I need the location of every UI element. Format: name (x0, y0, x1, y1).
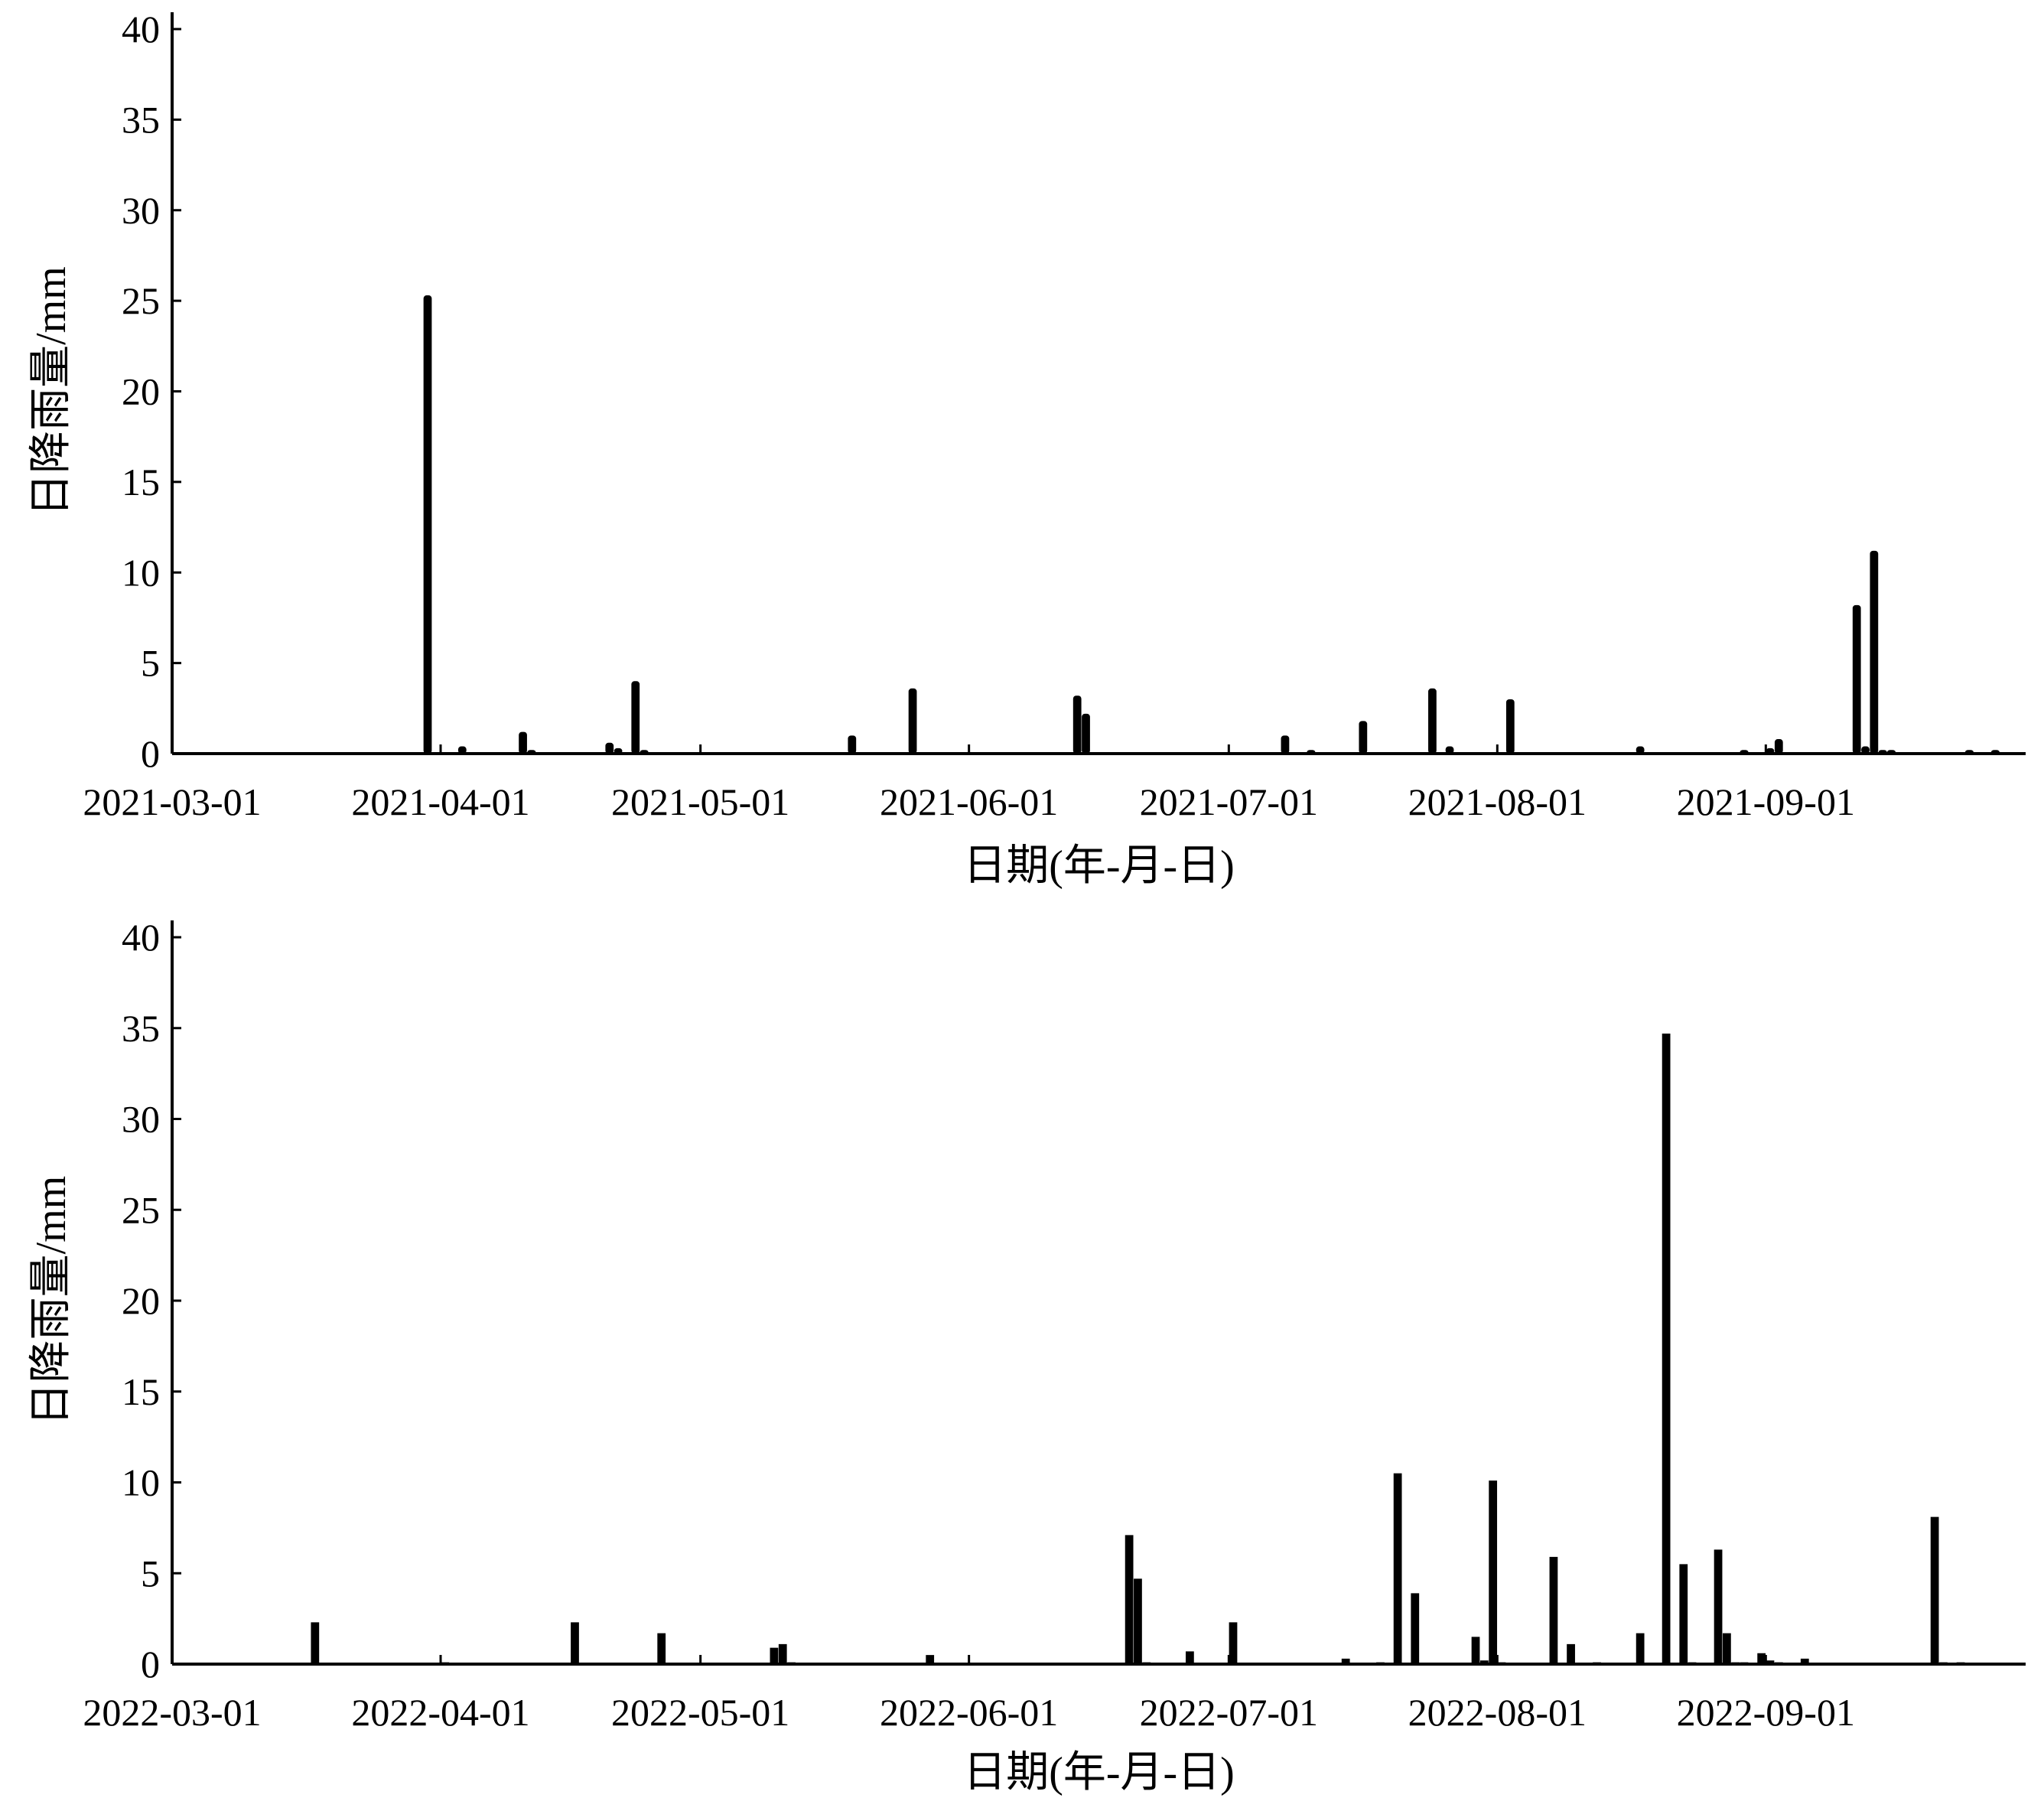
bar (1489, 1480, 1498, 1665)
bar (1861, 746, 1870, 754)
x-tick-label: 2022-06-01 (880, 1691, 1058, 1734)
bar (848, 735, 857, 754)
bar (519, 731, 527, 754)
x-axis-title: 日期(年-月-日) (963, 1749, 1235, 1796)
y-axis-title: 日降雨量/mm (28, 266, 75, 516)
x-tick-label: 2022-05-01 (611, 1691, 789, 1734)
bar (908, 688, 917, 754)
chart-1: 0 5 10 15 20 25 30 35 40 2021-03-01 2021-04-01 2021… (28, 8, 2026, 890)
bar (1471, 1637, 1480, 1665)
x-tick-label: 2022-03-01 (83, 1691, 261, 1734)
y-tick-label: 5 (141, 642, 160, 685)
bar (1445, 746, 1454, 754)
bar (423, 295, 432, 754)
bar (1359, 721, 1368, 754)
bar (1636, 746, 1645, 754)
x-tick-label: 2022-07-01 (1140, 1691, 1318, 1734)
x-tick-label: 2021-05-01 (611, 780, 789, 823)
bar (1428, 688, 1437, 754)
bar (1774, 739, 1783, 754)
y-tick-label: 40 (122, 916, 160, 959)
bar (1870, 550, 1879, 754)
x-tick-label: 2022-08-01 (1408, 1691, 1587, 1734)
bar (1757, 1653, 1766, 1664)
bar (1723, 1633, 1731, 1665)
y-axis-title: 日降雨量/mm (28, 1176, 75, 1426)
y-tick-label: 35 (122, 1007, 160, 1050)
y-tick-label: 30 (122, 1098, 160, 1141)
x-tick-label: 2021-03-01 (83, 780, 261, 823)
x-tick-label: 2021-09-01 (1677, 780, 1855, 823)
chart-2: 0 5 10 15 20 25 30 35 40 2022-03-01 2022-04-01 2022… (28, 916, 2026, 1796)
bar (1549, 1556, 1558, 1665)
bar (1479, 1660, 1489, 1664)
y-tick-label: 25 (122, 1188, 160, 1231)
bar (311, 1622, 320, 1665)
bar (631, 681, 640, 754)
bar (1072, 695, 1082, 754)
bar (1636, 1633, 1645, 1665)
x-tick-label: 2021-04-01 (351, 780, 529, 823)
bar (1679, 1564, 1688, 1665)
bar (778, 1643, 787, 1665)
bar (1852, 604, 1861, 754)
x-axis-title: 日期(年-月-日) (963, 842, 1235, 890)
y-tick-label: 40 (122, 8, 160, 50)
bar (1505, 699, 1515, 754)
bar (605, 742, 614, 754)
bar (1082, 713, 1090, 754)
bar (1662, 1033, 1671, 1665)
x-tick-label: 2022-04-01 (351, 1691, 529, 1734)
x-tick-label: 2021-07-01 (1140, 780, 1318, 823)
bar (1766, 1660, 1775, 1664)
y-tick-label: 20 (122, 370, 160, 413)
y-tick-label: 0 (141, 1643, 160, 1686)
bar (1393, 1473, 1402, 1665)
bar (1930, 1516, 1939, 1665)
y-tick-label: 20 (122, 1279, 160, 1322)
bar (1186, 1651, 1194, 1665)
bar (770, 1647, 779, 1665)
bar (1714, 1549, 1723, 1665)
bar (1411, 1593, 1420, 1665)
x-tick-label: 2021-06-01 (880, 780, 1058, 823)
y-tick-label: 25 (122, 279, 160, 322)
y-tick-label: 10 (122, 551, 160, 594)
bar (571, 1622, 579, 1665)
y-tick-label: 5 (141, 1552, 160, 1594)
bar (457, 746, 467, 754)
y-tick-label: 30 (122, 189, 160, 232)
bar (1229, 1622, 1238, 1665)
x-tick-label: 2022-09-01 (1677, 1691, 1855, 1734)
bar (1134, 1578, 1142, 1665)
y-tick-label: 15 (122, 1370, 160, 1413)
bar (1281, 735, 1290, 754)
bar (1800, 1658, 1809, 1665)
bar (1567, 1643, 1575, 1665)
x-tick-label: 2021-08-01 (1408, 780, 1587, 823)
y-tick-label: 15 (122, 461, 160, 503)
bar (926, 1655, 935, 1665)
y-tick-label: 35 (122, 98, 160, 141)
bar (1125, 1535, 1134, 1665)
bar (1341, 1658, 1350, 1665)
y-tick-label: 0 (141, 732, 160, 775)
y-tick-label: 10 (122, 1461, 160, 1504)
bar (657, 1633, 666, 1665)
